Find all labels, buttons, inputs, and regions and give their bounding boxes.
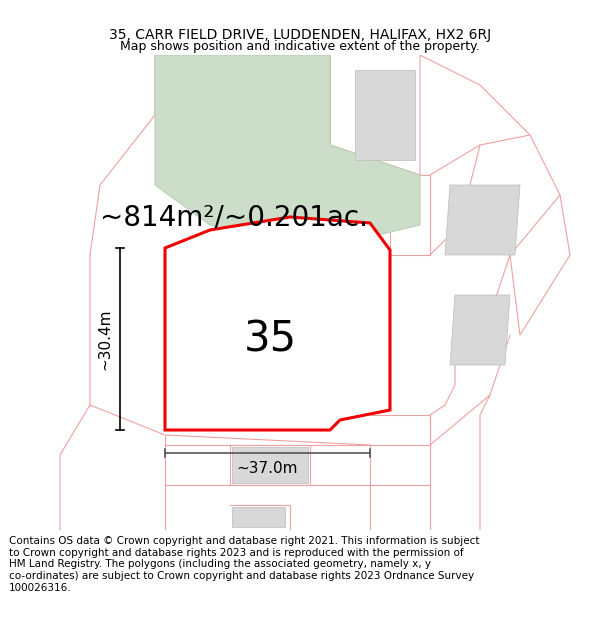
Polygon shape [355,70,415,160]
Text: Contains OS data © Crown copyright and database right 2021. This information is : Contains OS data © Crown copyright and d… [9,536,479,592]
Text: ~37.0m: ~37.0m [237,461,298,476]
Text: 35: 35 [244,319,296,361]
Polygon shape [245,310,355,400]
Text: ~30.4m: ~30.4m [97,308,112,370]
Polygon shape [232,507,285,527]
Polygon shape [232,447,308,483]
Polygon shape [165,217,390,430]
Text: Map shows position and indicative extent of the property.: Map shows position and indicative extent… [120,40,480,52]
Polygon shape [450,295,510,365]
Polygon shape [155,55,420,245]
Text: ~814m²/~0.201ac.: ~814m²/~0.201ac. [100,204,368,232]
Polygon shape [445,185,520,255]
Text: 35, CARR FIELD DRIVE, LUDDENDEN, HALIFAX, HX2 6RJ: 35, CARR FIELD DRIVE, LUDDENDEN, HALIFAX… [109,28,491,42]
